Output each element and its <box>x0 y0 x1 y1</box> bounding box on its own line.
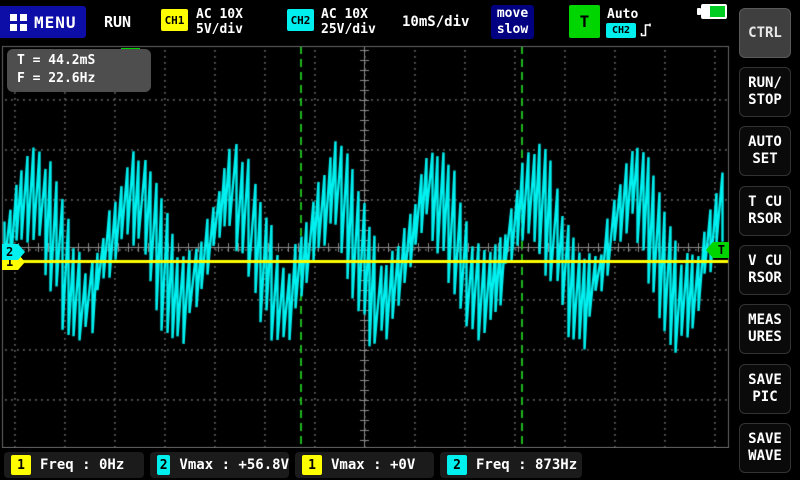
bottom-measurement-bar: 1 Freq : 0Hz 2 Vmax : +56.8V 1 Vmax : +0… <box>0 448 733 480</box>
run-status: RUN <box>104 13 131 31</box>
save-wave-button[interactable]: SAVE WAVE <box>739 423 791 473</box>
menu-grid-icon <box>10 14 27 31</box>
ch2-vmax-value: Vmax : +56.8V <box>179 457 289 473</box>
ch2-badge[interactable]: CH2 <box>287 9 314 31</box>
t-cursor-button[interactable]: T CU RSOR <box>739 186 791 236</box>
trigger-source-badge[interactable]: CH2 <box>606 23 636 38</box>
v-cursor-button[interactable]: V CU RSOR <box>739 245 791 295</box>
oscilloscope-screen: MENU RUN CH1 AC 10X 5V/div CH2 AC 10X 25… <box>0 0 800 480</box>
ch2-freq-box: 2 Freq : 873Hz <box>440 452 582 478</box>
move-mode-button[interactable]: move slow <box>491 5 534 39</box>
measures-button[interactable]: MEAS URES <box>739 304 791 354</box>
ch1-freq-box: 1 Freq : 0Hz <box>4 452 144 478</box>
menu-button[interactable]: MENU <box>0 6 86 38</box>
ctrl-button[interactable]: CTRL <box>739 8 791 58</box>
ch1-freq-value: Freq : 0Hz <box>40 457 124 473</box>
menu-label: MENU <box>34 13 77 32</box>
ch1-vmax-value: Vmax : +0V <box>331 457 415 473</box>
run-stop-button[interactable]: RUN/ STOP <box>739 67 791 117</box>
timebase-setting[interactable]: 10mS/div <box>402 14 469 30</box>
ch2-freq-value: Freq : 873Hz <box>476 457 577 473</box>
ch1-settings[interactable]: AC 10X 5V/div <box>196 7 243 37</box>
save-pic-button[interactable]: SAVE PIC <box>739 364 791 414</box>
ch1-vmax-box: 1 Vmax : +0V <box>295 452 434 478</box>
trigger-badge[interactable]: T <box>569 5 600 38</box>
cursor-period-readout: T = 44.2mS <box>17 52 151 70</box>
ch2-channel-badge: 2 <box>157 455 170 475</box>
auto-set-button[interactable]: AUTO SET <box>739 126 791 176</box>
ch1-channel-badge: 1 <box>11 455 31 475</box>
sidebar: CTRL RUN/ STOP AUTO SET T CU RSOR V CU R… <box>733 0 800 480</box>
trigger-mode[interactable]: Auto <box>607 7 638 22</box>
ch2-vmax-box: 2 Vmax : +56.8V <box>150 452 289 478</box>
cursor-freq-readout: F = 22.6Hz <box>17 70 151 88</box>
ch2-settings[interactable]: AC 10X 25V/div <box>321 7 376 37</box>
rising-edge-icon <box>640 22 652 38</box>
top-bar: MENU RUN CH1 AC 10X 5V/div CH2 AC 10X 25… <box>0 0 733 44</box>
ch1-channel-badge: 1 <box>302 455 322 475</box>
ch2-channel-badge: 2 <box>447 455 467 475</box>
cursor-measurement-box: T = 44.2mS F = 22.6Hz <box>7 49 151 92</box>
battery-icon <box>697 4 727 19</box>
ch1-badge[interactable]: CH1 <box>161 9 188 31</box>
